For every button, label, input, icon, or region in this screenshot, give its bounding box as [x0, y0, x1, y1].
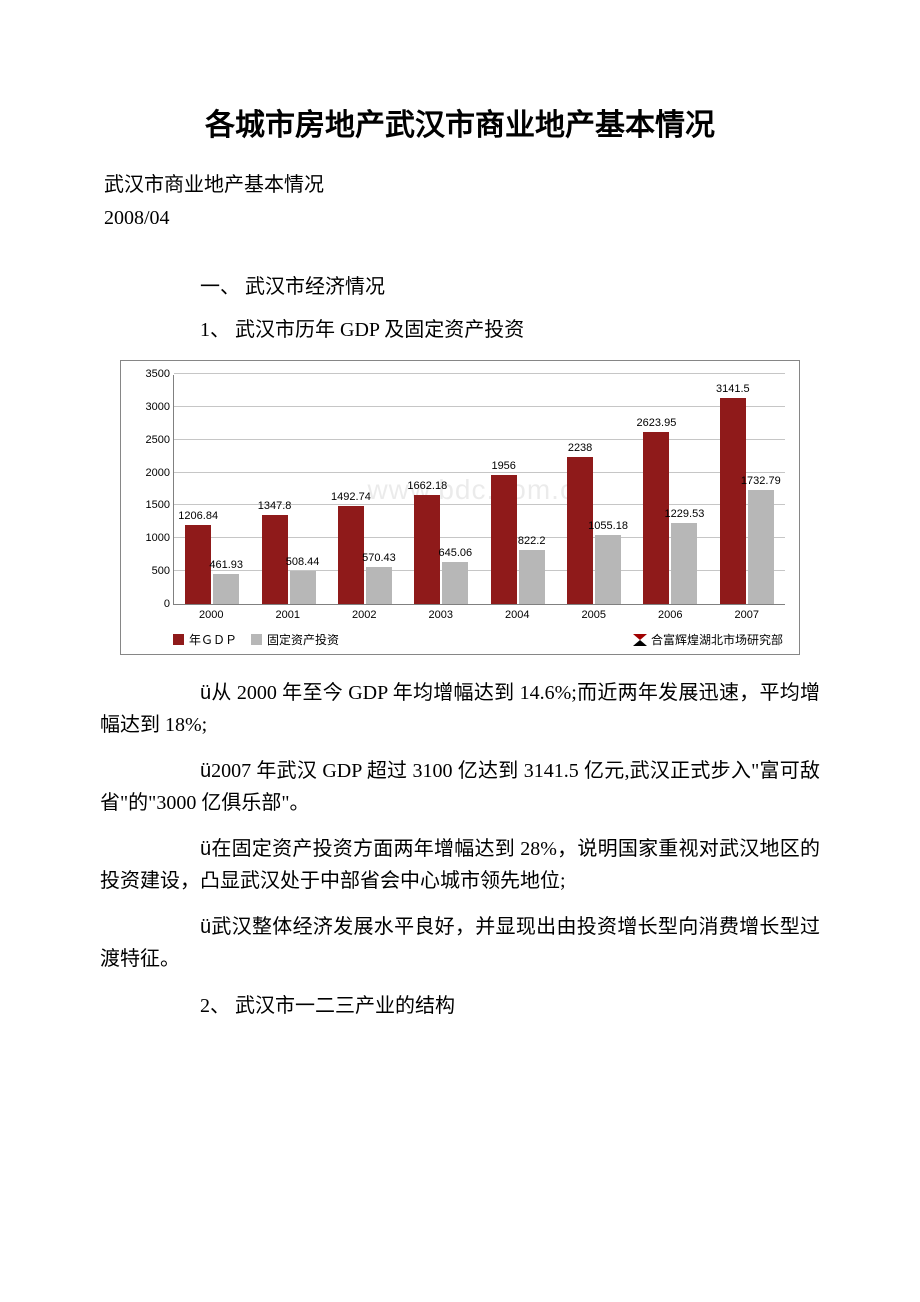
bullet-symbol: ü — [100, 677, 211, 709]
chart-x-tick-label: 2001 — [260, 609, 316, 621]
bar-value-label: 2238 — [568, 442, 592, 454]
chart-y-tick-label: 3500 — [132, 368, 170, 380]
bar-value-label: 1492.74 — [331, 491, 371, 503]
attribution-text: 合富辉煌湖北市场研究部 — [651, 631, 783, 648]
chart-y-tick-label: 500 — [132, 565, 170, 577]
chart-x-tick-label: 2007 — [719, 609, 775, 621]
chart-y-tick-label: 0 — [132, 598, 170, 610]
bullet-symbol: ü — [100, 755, 211, 787]
chart-x-tick-label: 2004 — [489, 609, 545, 621]
bar-value-label: 461.93 — [209, 559, 243, 571]
bullet-para-2: ü 2007 年武汉 GDP 超过 3100 亿达到 3141.5 亿元,武汉正… — [100, 755, 820, 819]
subsection-heading-2: 2、 武汉市一二三产业的结构 — [100, 989, 820, 1018]
bar-group: 22381055.18 — [567, 457, 621, 604]
bullet-symbol: ü — [100, 833, 211, 865]
bar-group: 3141.51732.79 — [720, 398, 774, 604]
bar-group: 1206.84461.93 — [185, 525, 239, 604]
chart-bar: 1206.84 — [185, 525, 211, 604]
date-line: 2008/04 — [100, 207, 820, 230]
chart-x-tick-label: 2005 — [566, 609, 622, 621]
bullet-para-3: ü 在固定资产投资方面两年增幅达到 28%，说明国家重视对武汉地区的投资建设，凸… — [100, 833, 820, 897]
chart-y-tick-label: 1000 — [132, 532, 170, 544]
bullet-para-1: ü 从 2000 年至今 GDP 年均增幅达到 14.6%;而近两年发展迅速，平… — [100, 677, 820, 741]
legend-item: 固定资产投资 — [251, 631, 339, 648]
chart-bar: 645.06 — [442, 562, 468, 604]
bar-value-label: 508.44 — [286, 556, 320, 568]
gdp-bar-chart: www.bdc.com.cn 0500100015002000250030003… — [120, 360, 800, 655]
chart-bar: 461.93 — [213, 574, 239, 604]
chart-y-tick-label: 1500 — [132, 499, 170, 511]
chart-bar: 570.43 — [366, 567, 392, 604]
bar-value-label: 1732.79 — [741, 475, 781, 487]
chart-bar: 1055.18 — [595, 535, 621, 604]
chart-bar: 1347.8 — [262, 515, 288, 604]
chart-bars: 1206.84461.931347.8508.441492.74570.4316… — [174, 375, 785, 604]
chart-legend-row: 年ＧＤＰ 固定资产投资 合富辉煌湖北市场研究部 — [131, 631, 789, 648]
chart-plot-area: www.bdc.com.cn 0500100015002000250030003… — [173, 375, 785, 605]
subsection-heading-1: 1、 武汉市历年 GDP 及固定资产投资 — [100, 313, 820, 342]
gdp-chart-container: www.bdc.com.cn 0500100015002000250030003… — [120, 360, 800, 655]
chart-x-tick-label: 2000 — [183, 609, 239, 621]
chart-attribution: 合富辉煌湖北市场研究部 — [633, 631, 783, 648]
attribution-logo-icon — [633, 634, 647, 646]
chart-bar: 3141.5 — [720, 398, 746, 604]
bar-value-label: 822.2 — [518, 535, 546, 547]
chart-bar: 1956 — [491, 475, 517, 604]
chart-x-axis: 2000 2001 2002 2003 2004 2005 2006 2007 — [173, 609, 785, 621]
bar-value-label: 1055.18 — [588, 520, 628, 532]
bullet-symbol: ü — [100, 911, 211, 943]
legend-label: 固定资产投资 — [267, 631, 339, 648]
bar-value-label: 1347.8 — [258, 500, 292, 512]
legend-swatch — [251, 634, 262, 645]
bar-group: 1662.18645.06 — [414, 495, 468, 604]
chart-legend: 年ＧＤＰ 固定资产投资 — [173, 631, 339, 648]
chart-bar: 1662.18 — [414, 495, 440, 604]
section-heading-1: 一、 武汉市经济情况 — [100, 270, 820, 299]
chart-bar: 822.2 — [519, 550, 545, 604]
legend-item: 年ＧＤＰ — [173, 631, 237, 648]
chart-x-tick-label: 2006 — [642, 609, 698, 621]
bar-group: 1347.8508.44 — [262, 515, 316, 604]
chart-bar: 1229.53 — [671, 523, 697, 604]
legend-swatch — [173, 634, 184, 645]
chart-y-tick-label: 2500 — [132, 434, 170, 446]
chart-gridline — [174, 373, 785, 374]
bar-value-label: 645.06 — [438, 547, 472, 559]
bar-value-label: 1206.84 — [178, 510, 218, 522]
bullet-para-4: ü 武汉整体经济发展水平良好，并显现出由投资增长型向消费增长型过渡特征。 — [100, 911, 820, 975]
bar-group: 1956822.2 — [491, 475, 545, 604]
page-title: 各城市房地产武汉市商业地产基本情况 — [100, 100, 820, 144]
chart-y-tick-label: 2000 — [132, 467, 170, 479]
bar-value-label: 1229.53 — [665, 508, 705, 520]
legend-label: 年ＧＤＰ — [189, 631, 237, 648]
bar-value-label: 2623.95 — [637, 417, 677, 429]
chart-x-tick-label: 2003 — [413, 609, 469, 621]
bar-group: 2623.951229.53 — [643, 432, 697, 604]
bar-value-label: 1662.18 — [407, 480, 447, 492]
chart-bar: 1492.74 — [338, 506, 364, 604]
bar-value-label: 570.43 — [362, 552, 396, 564]
bar-value-label: 1956 — [491, 460, 515, 472]
chart-bar: 1732.79 — [748, 490, 774, 604]
chart-bar: 508.44 — [290, 571, 316, 604]
chart-x-tick-label: 2002 — [336, 609, 392, 621]
subtitle: 武汉市商业地产基本情况 — [100, 168, 820, 197]
bar-value-label: 3141.5 — [716, 383, 750, 395]
chart-y-tick-label: 3000 — [132, 401, 170, 413]
bar-group: 1492.74570.43 — [338, 506, 392, 604]
